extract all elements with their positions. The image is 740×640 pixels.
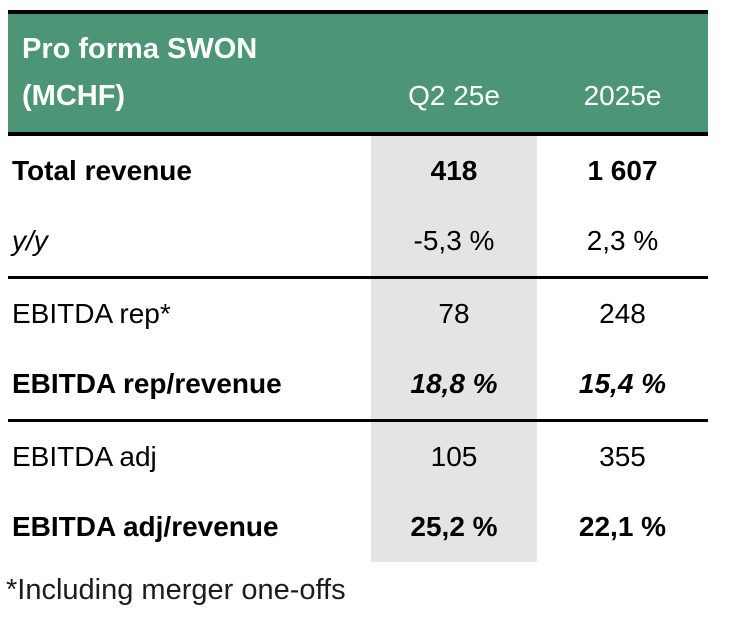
cell-2025e: 2,3 % — [586, 225, 659, 256]
row-label: EBITDA rep/revenue — [12, 368, 282, 399]
cell-q2-25e: 105 — [371, 422, 537, 492]
table-header-columns: (MCHF) Q2 25e 2025e — [8, 72, 708, 120]
cell-q2-25e: 78 — [371, 279, 537, 349]
table-row-ebitda-adj-margin: EBITDA adj/revenue 25,2 % 22,1 % — [8, 492, 708, 562]
column-header-2025e: 2025e — [583, 80, 662, 111]
row-separator — [8, 276, 708, 279]
cell-q2-25e: -5,3 % — [371, 206, 537, 276]
pro-forma-table: Pro forma SWON (MCHF) Q2 25e 2025e Total… — [8, 10, 708, 562]
row-label: EBITDA adj — [12, 441, 157, 472]
row-label: EBITDA rep* — [12, 298, 171, 329]
table-title: Pro forma SWON — [22, 32, 258, 65]
cell-q2-25e: 25,2 % — [371, 492, 537, 562]
cell-q2-25e: 418 — [371, 136, 537, 206]
row-label: Total revenue — [12, 155, 192, 186]
table-body: Total revenue 418 1 607 y/y -5,3 % 2,3 %… — [8, 136, 708, 562]
column-header-q2-25e: Q2 25e — [408, 80, 500, 111]
table-unit-label: (MCHF) — [22, 79, 126, 112]
row-label: EBITDA adj/revenue — [12, 511, 279, 542]
cell-2025e: 15,4 % — [578, 368, 667, 399]
footnote: *Including merger one-offs — [6, 574, 346, 606]
cell-2025e: 1 607 — [587, 155, 658, 186]
cell-2025e: 355 — [599, 441, 646, 472]
table-row-total-revenue: Total revenue 418 1 607 — [8, 136, 708, 206]
table-row-yoy: y/y -5,3 % 2,3 % — [8, 206, 708, 276]
table-row-ebitda-adj: EBITDA adj 105 355 — [8, 422, 708, 492]
cell-2025e: 248 — [599, 298, 646, 329]
table-row-ebitda-rep: EBITDA rep* 78 248 — [8, 279, 708, 349]
row-separator — [8, 419, 708, 422]
table-row-ebitda-rep-margin: EBITDA rep/revenue 18,8 % 15,4 % — [8, 349, 708, 419]
cell-q2-25e: 18,8 % — [371, 349, 537, 419]
row-label: y/y — [12, 225, 48, 256]
cell-2025e: 22,1 % — [578, 511, 667, 542]
table-header: Pro forma SWON (MCHF) Q2 25e 2025e — [8, 14, 708, 136]
